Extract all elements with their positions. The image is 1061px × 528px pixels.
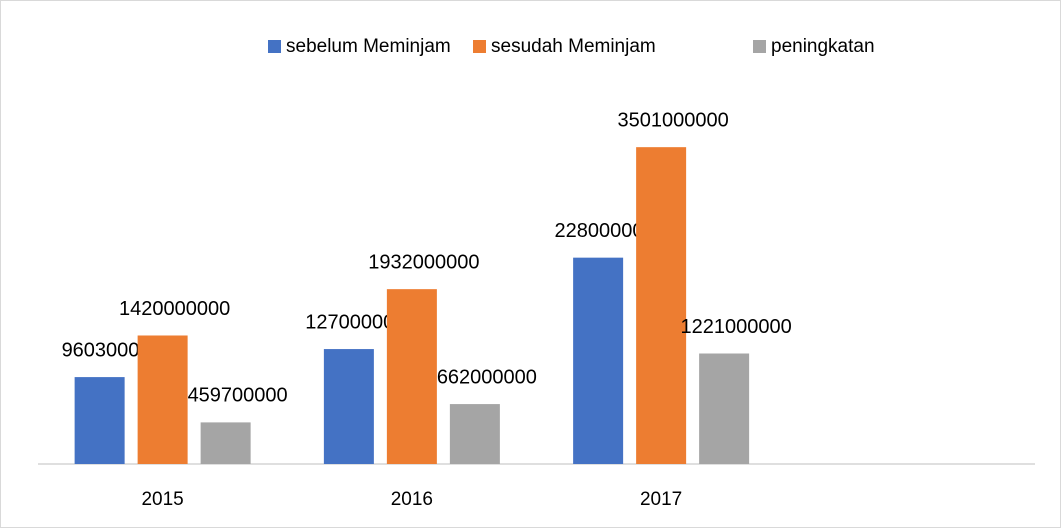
bar — [699, 353, 750, 464]
bar — [74, 377, 125, 464]
x-tick-label: 2015 — [141, 489, 183, 510]
bar — [636, 147, 687, 465]
bar — [573, 257, 624, 464]
legend-label: peningkatan — [771, 36, 875, 57]
legend-label: sesudah Meminjam — [491, 36, 656, 57]
x-tick-label: 2016 — [391, 489, 433, 510]
data-label: 1932000000 — [368, 251, 479, 273]
x-tick-label: 2017 — [640, 489, 682, 510]
bar — [137, 335, 188, 464]
data-label: 3501000000 — [618, 109, 729, 131]
data-label: 1221000000 — [681, 316, 792, 338]
legend-swatch — [473, 40, 486, 53]
bar — [323, 349, 374, 464]
data-label: 459700000 — [188, 385, 288, 407]
bar — [386, 289, 437, 464]
legend-swatch — [753, 40, 766, 53]
bar — [449, 404, 500, 464]
legend-label: sebelum Meminjam — [286, 36, 451, 57]
data-label: 662000000 — [437, 366, 537, 388]
data-label: 1420000000 — [119, 298, 230, 320]
data-label: 960300000 — [62, 339, 162, 361]
legend-swatch — [268, 40, 281, 53]
bar — [200, 422, 251, 464]
